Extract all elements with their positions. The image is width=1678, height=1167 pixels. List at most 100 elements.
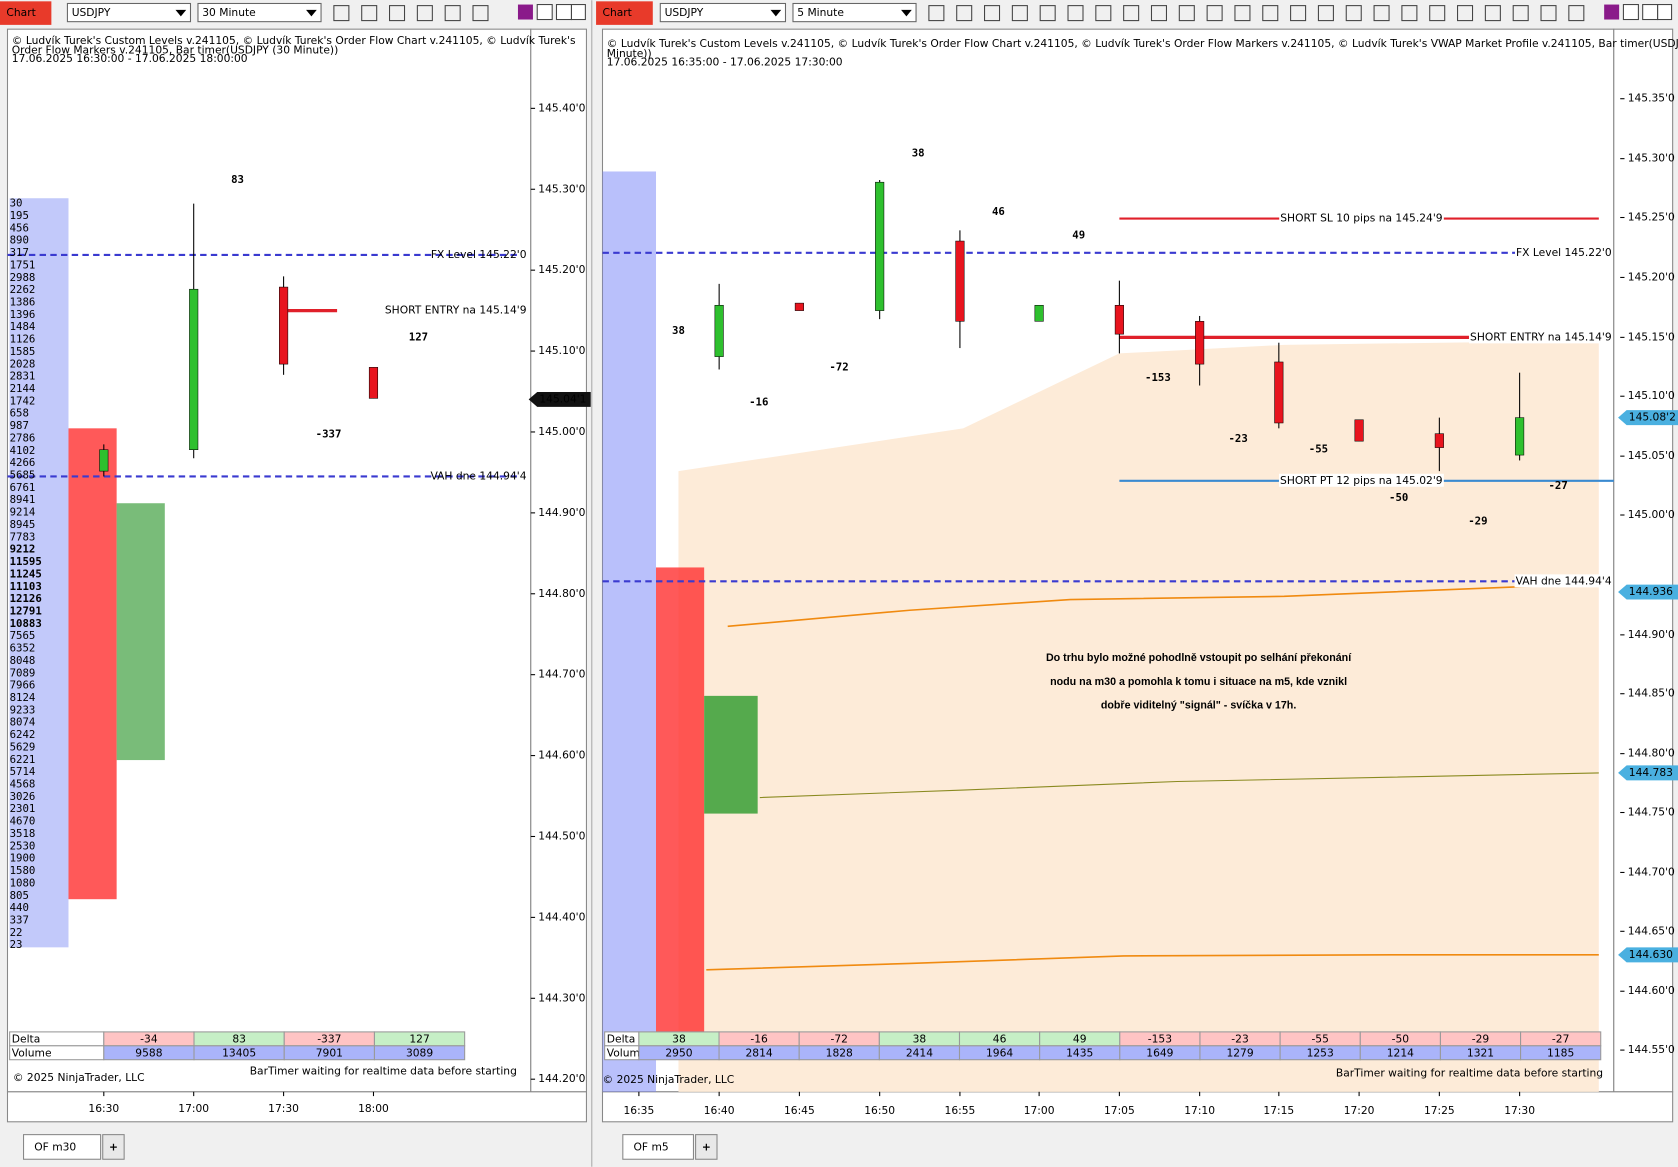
candle-body bbox=[1274, 361, 1284, 424]
toolbar-button[interactable] bbox=[1011, 5, 1028, 22]
window-button[interactable] bbox=[555, 4, 572, 21]
toolbar-button[interactable] bbox=[1540, 5, 1557, 22]
profile-volume: 2144 bbox=[10, 382, 36, 395]
profile-volume: 805 bbox=[10, 889, 29, 902]
profile-volume: 4670 bbox=[10, 815, 36, 828]
profile-volume: 890 bbox=[10, 234, 29, 247]
toolbar-button[interactable] bbox=[1234, 5, 1251, 22]
delta-value: 127 bbox=[409, 1032, 429, 1045]
profile-volume: 658 bbox=[10, 407, 29, 420]
chart-menu[interactable] bbox=[596, 1, 653, 25]
vwap-line bbox=[759, 772, 1599, 799]
profile-volume: 4266 bbox=[10, 456, 36, 469]
window-button[interactable] bbox=[536, 4, 553, 21]
toolbar-button[interactable] bbox=[416, 5, 433, 22]
toolbar-button[interactable] bbox=[1484, 5, 1501, 22]
toolbar-button[interactable] bbox=[1178, 5, 1195, 22]
price-tick-label: 145.25'0 bbox=[1628, 211, 1675, 224]
candle-body bbox=[1354, 419, 1364, 442]
toolbar-button[interactable] bbox=[1067, 5, 1084, 22]
instrument-selector[interactable] bbox=[66, 2, 192, 23]
toolbar-button[interactable] bbox=[361, 5, 378, 22]
interval-selector[interactable] bbox=[197, 2, 322, 23]
window-button[interactable] bbox=[1642, 4, 1659, 21]
close-button[interactable] bbox=[1657, 4, 1673, 21]
toolbar-button[interactable] bbox=[1262, 5, 1279, 22]
price-tick-label: 144.55'0 bbox=[1628, 1043, 1675, 1056]
toolbar-button[interactable] bbox=[928, 5, 945, 22]
chart-menu[interactable] bbox=[0, 1, 52, 25]
profile-volume: 2786 bbox=[10, 431, 36, 444]
price-badge-label: 145.04'1 bbox=[539, 392, 586, 405]
add-tab-button[interactable] bbox=[695, 1134, 718, 1160]
chart-tab[interactable] bbox=[622, 1134, 694, 1160]
toolbar-button[interactable] bbox=[1039, 5, 1056, 22]
price-tick-label: 145.15'0 bbox=[1628, 330, 1675, 343]
price-badge-label: 145.08'2 bbox=[1629, 411, 1676, 424]
price-tick-label: 144.90'0 bbox=[1628, 628, 1675, 641]
bar-delta: 127 bbox=[409, 330, 428, 343]
time-tick-label: 16:30 bbox=[88, 1102, 119, 1115]
delta-value: 38 bbox=[672, 1032, 686, 1045]
toolbar-button[interactable] bbox=[444, 5, 461, 22]
delta-value: 49 bbox=[1073, 1032, 1087, 1045]
toolbar-button[interactable] bbox=[956, 5, 973, 22]
toolbar-button[interactable] bbox=[1373, 5, 1390, 22]
window-button[interactable] bbox=[1622, 4, 1639, 21]
price-badge bbox=[528, 391, 591, 407]
bar-delta: 46 bbox=[992, 205, 1005, 218]
time-tick-label: 17:05 bbox=[1104, 1104, 1135, 1117]
price-tick-label: 145.40'0 bbox=[538, 101, 585, 114]
table-label: Delta bbox=[607, 1032, 636, 1045]
volume-profile bbox=[704, 695, 758, 814]
time-tick-label: 16:45 bbox=[784, 1104, 815, 1117]
bartimer-status: BarTimer waiting for realtime data befor… bbox=[1336, 1067, 1603, 1080]
profile-volume: 22 bbox=[10, 926, 23, 939]
toolbar-button[interactable] bbox=[1317, 5, 1334, 22]
time-tick-label: 16:40 bbox=[704, 1104, 735, 1117]
bar-delta: -337 bbox=[316, 428, 342, 441]
toolbar-button[interactable] bbox=[1457, 5, 1474, 22]
price-tick-label: 144.30'0 bbox=[538, 991, 585, 1004]
toolbar-button[interactable] bbox=[1345, 5, 1362, 22]
toolbar-button[interactable] bbox=[1290, 5, 1307, 22]
delta-value: 83 bbox=[232, 1032, 246, 1045]
time-tick-label: 17:20 bbox=[1344, 1104, 1375, 1117]
toolbar-button[interactable] bbox=[1095, 5, 1112, 22]
price-badge-label: 144.630 bbox=[1629, 948, 1673, 961]
price-tick-label: 144.80'0 bbox=[538, 587, 585, 600]
toolbar-button[interactable] bbox=[1429, 5, 1446, 22]
toolbar-button[interactable] bbox=[389, 5, 406, 22]
toolbar-button[interactable] bbox=[472, 5, 489, 22]
add-tab-label: + bbox=[109, 1140, 118, 1153]
volume-profile bbox=[68, 428, 117, 900]
profile-volume: 440 bbox=[10, 901, 29, 914]
toolbar-button[interactable] bbox=[1568, 5, 1585, 22]
toolbar-button[interactable] bbox=[1206, 5, 1223, 22]
time-tick-label: 17:15 bbox=[1263, 1104, 1294, 1117]
toolbar-button[interactable] bbox=[1401, 5, 1418, 22]
chart-tab-label: OF m5 bbox=[634, 1140, 669, 1153]
profile-volume: 6761 bbox=[10, 481, 36, 494]
toolbar-button[interactable] bbox=[1123, 5, 1140, 22]
toolbar-button[interactable] bbox=[333, 5, 350, 22]
profile-volume: 195 bbox=[10, 209, 29, 222]
window-button[interactable] bbox=[1604, 4, 1620, 20]
chart-tab[interactable] bbox=[23, 1134, 102, 1160]
window-button[interactable] bbox=[517, 4, 533, 20]
close-button[interactable] bbox=[570, 4, 586, 21]
toolbar-button[interactable] bbox=[1150, 5, 1168, 22]
interval-selector[interactable] bbox=[792, 2, 917, 23]
delta-value: -337 bbox=[317, 1032, 341, 1045]
profile-volume: 1742 bbox=[10, 394, 36, 407]
toolbar-button[interactable] bbox=[984, 5, 1001, 22]
candle-body bbox=[794, 302, 804, 311]
price-tick-label: 145.10'0 bbox=[1628, 389, 1675, 402]
price-tick-label: 145.35'0 bbox=[1628, 92, 1675, 105]
profile-volume: 1396 bbox=[10, 308, 36, 321]
add-tab-button[interactable] bbox=[102, 1134, 125, 1160]
annotation: dobře viditelný "signál" - svíčka v 17h. bbox=[1101, 699, 1296, 711]
delta-value: -34 bbox=[140, 1032, 158, 1045]
instrument-selector[interactable] bbox=[659, 2, 787, 23]
toolbar-button[interactable] bbox=[1512, 5, 1529, 22]
